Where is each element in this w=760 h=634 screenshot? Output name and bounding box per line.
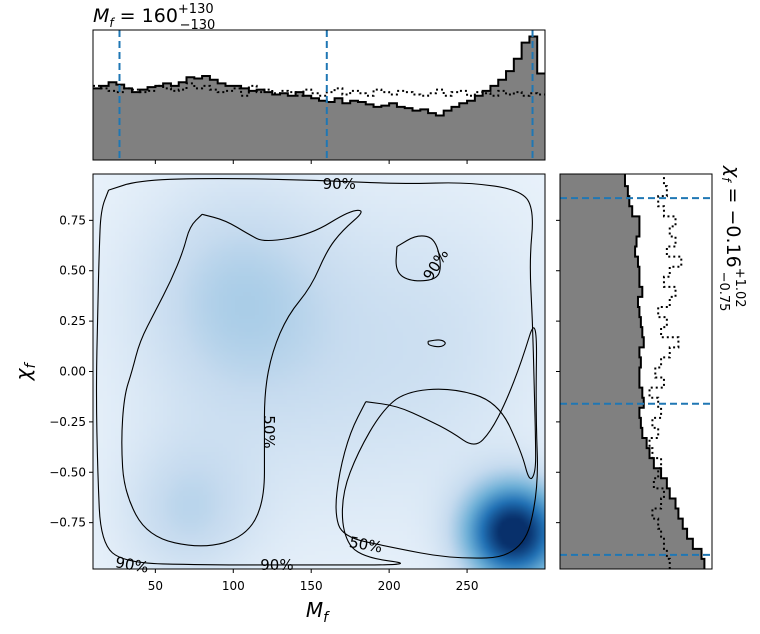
- x-tick-label-4: 250: [456, 579, 479, 593]
- contour-3: [121, 209, 362, 547]
- x-tick-label-3: 200: [378, 579, 401, 593]
- right-posterior-line: [623, 174, 706, 569]
- svg-text:χf: χf: [11, 362, 39, 382]
- y-tick-label-6: −0.75: [49, 516, 86, 530]
- svg-text:χf = −0.16+1.02−0.75: χf = −0.16+1.02−0.75: [716, 165, 747, 311]
- contour-label-3: 50%: [348, 533, 384, 557]
- contour-label-5: 90%: [260, 556, 293, 574]
- contour-label-2: 50%: [260, 415, 278, 448]
- x-axis-label: Mf: [306, 598, 330, 626]
- right-histogram: [560, 174, 712, 569]
- right-tick-marks: [556, 219, 560, 524]
- x-tick-label-2: 150: [300, 579, 323, 593]
- contour-label-0: 90%: [323, 175, 356, 193]
- x-tick-label-0: 50: [148, 579, 163, 593]
- prior-line: [93, 82, 545, 97]
- top-tick-marks: [154, 160, 468, 164]
- top-marginal-panel: Mf = 160+130 −130: [92, 2, 546, 164]
- contour-0: [95, 177, 537, 566]
- y-tick-label-4: −0.25: [49, 415, 86, 429]
- y-tick-label-5: −0.50: [49, 465, 86, 479]
- y-tick-label-2: 0.25: [59, 314, 86, 328]
- y-tick-label-3: 0.00: [59, 365, 86, 379]
- top-histogram: [93, 30, 545, 160]
- right-title: χf = −0.16+1.02−0.75: [716, 165, 747, 311]
- x-tick-label-1: 100: [222, 579, 245, 593]
- y-tick-label-1: 0.50: [59, 264, 86, 278]
- joint-density: [93, 174, 545, 569]
- y-axis-label: χf: [11, 362, 39, 382]
- density-heatmap: [93, 174, 545, 569]
- posterior-line: [93, 35, 545, 117]
- top-title: Mf = 160+130 −130: [93, 2, 215, 33]
- right-marginal-panel: χf = −0.16+1.02−0.75: [556, 165, 747, 570]
- joint-axis-ticks: 50 100 150 200 250 0.75 0.50 0.25 0.00 −0.25 −0.50…: [49, 213, 478, 593]
- top-panel-frame: [92, 29, 546, 161]
- contour-4: [335, 327, 538, 559]
- right-posterior-fill: [560, 174, 705, 569]
- y-tick-label-0: 0.75: [59, 213, 86, 227]
- joint-panel: 90%90%50%50%90% 90% 50 100 150 200 2500.750.5…: [11, 173, 546, 626]
- contour-label-4: 90%: [114, 553, 150, 577]
- contour-lines: [95, 177, 538, 566]
- contour-1: [395, 235, 441, 282]
- contour-2: [427, 339, 446, 348]
